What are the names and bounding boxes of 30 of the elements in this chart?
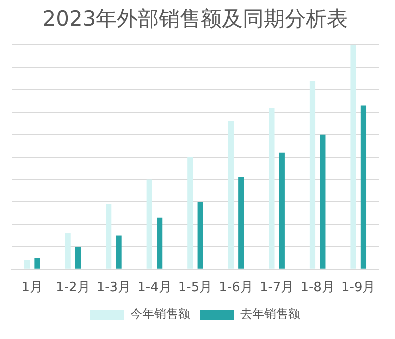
bar xyxy=(34,258,40,269)
bar xyxy=(198,202,204,269)
x-tick-label: 1月 xyxy=(22,280,44,296)
x-tick-label: 1-7月 xyxy=(260,280,294,296)
bar xyxy=(350,45,356,269)
bar xyxy=(157,218,163,269)
x-tick-label: 1-8月 xyxy=(300,280,335,296)
bar xyxy=(188,157,194,269)
chart-title: 2023年外部销售额及同期分析表 xyxy=(42,7,348,32)
bar xyxy=(269,108,275,269)
bar xyxy=(279,152,285,269)
x-tick-label: 1-9月 xyxy=(341,280,376,296)
legend-label: 去年销售额 xyxy=(240,307,300,322)
legend-label: 今年销售额 xyxy=(130,307,190,322)
bar xyxy=(24,260,30,269)
bar xyxy=(310,81,316,269)
bar xyxy=(106,204,112,269)
bar xyxy=(360,106,367,269)
x-tick-label: 1-2月 xyxy=(56,280,90,296)
bar xyxy=(146,180,152,269)
bar xyxy=(238,177,244,269)
x-tick-label: 1-6月 xyxy=(219,280,254,296)
bar xyxy=(65,234,71,269)
bar xyxy=(75,246,82,269)
bar xyxy=(320,134,326,269)
bar xyxy=(116,236,122,269)
x-tick-label: 1-5月 xyxy=(178,280,213,296)
x-tick-label: 1-3月 xyxy=(96,280,132,296)
x-tick-label: 1-4月 xyxy=(138,280,172,296)
bar xyxy=(228,121,234,269)
